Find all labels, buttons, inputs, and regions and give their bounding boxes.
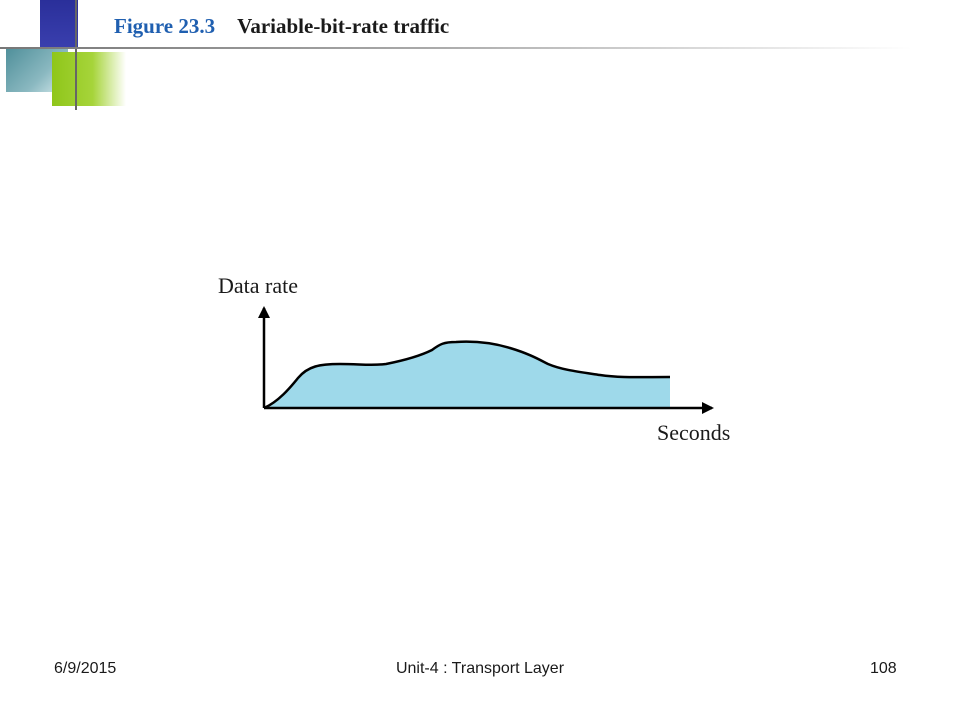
page-number: 108 <box>870 660 897 677</box>
x-axis-label: Seconds <box>657 420 730 445</box>
slide-title: Figure 23.3 Variable-bit-rate traffic <box>114 14 449 39</box>
footer-date: 6/9/2015 <box>54 660 117 677</box>
corner-blue-block <box>40 0 78 48</box>
y-axis-label: Data rate <box>218 273 298 298</box>
corner-vertical-line <box>75 0 77 110</box>
corner-green-block <box>52 52 126 106</box>
figure-number: Figure 23.3 <box>114 14 216 38</box>
title-underline <box>0 47 960 49</box>
figure-caption: Variable-bit-rate traffic <box>237 14 450 38</box>
traffic-area <box>264 341 670 408</box>
vbr-traffic-diagram: Data rate Seconds <box>218 273 730 445</box>
traffic-curve <box>263 340 671 410</box>
footer-title: Unit-4 : Transport Layer <box>395 660 565 677</box>
